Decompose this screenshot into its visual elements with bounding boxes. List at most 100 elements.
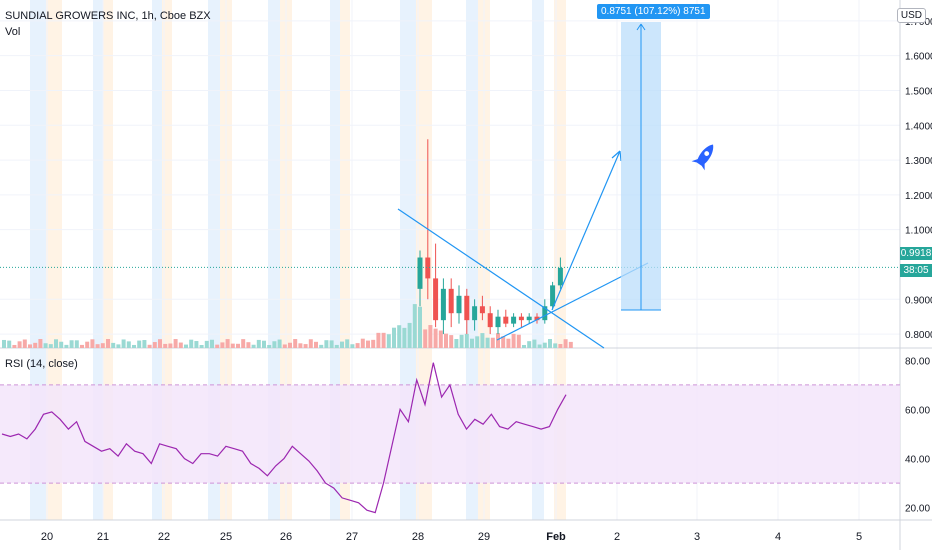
volume-bar [251,344,256,348]
volume-bar [59,341,64,348]
rsi-tick-label: 20.00 [905,504,930,515]
volume-bar [376,332,381,348]
volume-bar [54,339,58,348]
volume-bar [511,333,516,348]
projection-arrow [551,150,621,311]
time-tick-label: 5 [856,531,862,543]
currency-badge[interactable]: USD [896,8,926,23]
volume-bar [438,330,443,348]
volume-bar [194,341,199,348]
measure-arrowhead [636,23,646,31]
volume-bar [22,339,27,348]
volume-bar [542,342,547,348]
session-band-2 [93,0,103,520]
rsi-tick-label: 40.00 [905,455,930,466]
volume-bar [48,344,53,348]
volume-bar [126,341,131,348]
volume-bar [132,344,136,348]
volume-bar [199,344,204,348]
rsi-tick-label: 60.00 [905,405,930,416]
candle-body-1 [425,257,431,279]
price-tick-label: 1.6000 [905,52,932,63]
candle-body-18 [557,267,563,286]
candle-body-11 [503,316,509,324]
volume-bar [449,335,454,348]
rsi-tick-label: 80.00 [905,356,930,367]
candlesticks [417,139,563,335]
volume-bar [407,322,412,348]
volume-bar [184,344,188,348]
volume-bar [236,343,240,348]
candle-body-10 [495,316,501,328]
volume-bar [38,339,43,348]
candle-body-2 [433,278,439,321]
price-tick-label: 1.2000 [905,191,932,202]
session-band-5 [162,0,172,520]
volume-bar [121,339,126,348]
volume-label: Vol [5,26,21,38]
candle-body-5 [456,295,462,314]
volume-bar [480,333,485,348]
volume-bar [64,344,69,348]
candle-body-17 [550,285,556,307]
volume-bar [298,343,303,348]
rsi-series-line [1,362,567,514]
volume-bar [381,332,386,348]
volume-bar [433,328,438,348]
volume-bar [485,337,490,348]
volume-bar [350,344,355,348]
candle-body-4 [448,288,454,314]
candle-body-6 [464,295,470,321]
time-tick-label: 22 [158,531,170,543]
volume-bar [85,341,90,348]
time-tick-label: Feb [546,531,566,543]
rocket-icon[interactable] [691,140,720,171]
volume-bar [2,339,6,348]
volume-bar [80,344,84,348]
volume-bar [329,340,334,348]
volume-bar [272,341,277,348]
volume-bar [308,339,313,348]
price-tick-label: 1.5000 [905,86,932,97]
rsi-label: RSI (14, close) [5,358,78,370]
time-tick-label: 25 [220,531,232,543]
volume-bar [230,343,235,348]
volume-bar [314,341,318,348]
volume-bar [282,344,287,348]
candle-body-8 [479,306,485,314]
volume-bar [319,344,324,348]
candle-body-14 [526,316,532,321]
volume-bar [340,341,344,348]
volume-bar [412,304,417,348]
volume-bar [116,344,121,348]
candle-body-0 [417,257,423,289]
volume-bar [454,338,459,348]
time-tick-label: 3 [694,531,700,543]
volume-bar [7,340,12,348]
volume-bar [173,339,178,348]
volume-bar [402,327,407,348]
price-tick-label: 1.1000 [905,226,932,237]
volume-bar [262,340,266,348]
volume-bar [366,340,370,348]
volume-bar [423,329,428,348]
rsi-band-fill [0,384,900,484]
volume-bar [418,306,422,348]
volume-bar [158,339,162,348]
volume-bar [522,344,526,348]
time-tick-label: 26 [280,531,292,543]
volume-bar [506,338,511,348]
candle-body-7 [472,306,478,321]
candle-body-16 [542,306,548,321]
last-price-tag: 0.9918 [900,247,932,260]
candle-body-15 [534,316,540,321]
price-tick-label: 1.3000 [905,156,932,167]
volume-bar [210,339,214,348]
volume-bars [2,304,573,348]
session-band-11 [340,0,350,520]
volume-bar [215,344,220,348]
volume-bar [527,341,532,348]
